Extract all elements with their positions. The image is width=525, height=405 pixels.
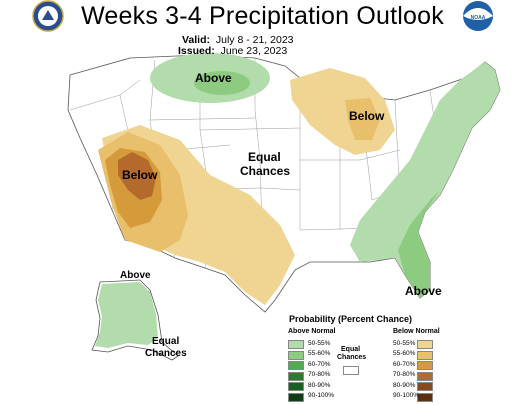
- valid-line: Valid: July 8 - 21, 2023: [182, 34, 294, 46]
- label-southeast: Above: [405, 284, 442, 298]
- issued-label: Issued:: [178, 45, 215, 57]
- issued-date: June 23, 2023: [220, 45, 288, 57]
- doc-seal-icon: [32, 0, 64, 32]
- legend-below-range-1: 55-60%: [393, 350, 416, 357]
- label-alaska-equal-1: Equal: [152, 336, 180, 347]
- region-north-plains-above-inner: [194, 71, 250, 95]
- legend-above-range-2: 60-70%: [308, 360, 331, 368]
- legend-below-swatch-4: [417, 382, 433, 391]
- label-great-lakes: Below: [349, 109, 385, 123]
- legend-above-swatch-4: [288, 382, 304, 391]
- legend-below-swatch-5: [417, 392, 433, 402]
- region-great-lakes-below-inner: [345, 98, 380, 140]
- legend-below-range-4: 80-90%: [393, 381, 416, 389]
- label-central-2: Chances: [240, 164, 291, 178]
- legend-above-swatch-3: [288, 371, 304, 381]
- region-southwest-below-core: [118, 152, 156, 200]
- legend-above-swatch-0: [288, 340, 304, 349]
- legend-below-swatch-3: [417, 371, 433, 381]
- legend-below-range-5: 90-100%: [393, 392, 420, 399]
- legend-above-range-3: 70-80%: [308, 371, 331, 378]
- label-alaska-equal-2: Chances: [145, 348, 187, 359]
- legend-equal-label-1: Equal: [341, 346, 361, 353]
- legend-equal-swatch: [343, 366, 359, 375]
- legend-above-range-5: 90-100%: [308, 392, 335, 399]
- label-north-plains: Above: [195, 71, 232, 85]
- legend-below-range-3: 70-80%: [393, 371, 416, 378]
- valid-dates: July 8 - 21, 2023: [215, 34, 294, 46]
- legend-above-header: Above Normal: [288, 328, 336, 335]
- legend-below-header: Below Normal: [393, 328, 440, 335]
- legend-above-swatch-1: [288, 350, 304, 360]
- label-central-1: Equal: [248, 150, 281, 164]
- legend-below-range-0: 50-55%: [393, 339, 416, 347]
- legend-below-range-2: 60-70%: [393, 360, 416, 368]
- svg-text:NOAA: NOAA: [471, 15, 486, 21]
- page-title: Weeks 3-4 Precipitation Outlook: [81, 2, 444, 30]
- legend-equal-label-2: Chances: [337, 354, 367, 361]
- label-alaska-above: Above: [120, 270, 151, 281]
- legend-below-swatch-0: [417, 340, 433, 349]
- region-alaska-above: [95, 282, 158, 348]
- legend-above-range-0: 50-55%: [308, 339, 331, 347]
- legend-below-swatch-2: [417, 361, 433, 370]
- region-southeast-above-inner: [398, 190, 440, 298]
- legend-below-swatch-1: [417, 350, 433, 360]
- legend-above-range-4: 80-90%: [308, 381, 331, 389]
- label-southwest: Below: [122, 168, 158, 182]
- region-east-above: [350, 62, 500, 298]
- noaa-logo-icon: NOAA: [463, 1, 493, 31]
- legend-title: Probability (Percent Chance): [289, 314, 413, 324]
- issued-line: Issued: June 23, 2023: [178, 45, 287, 57]
- legend-above-swatch-2: [288, 361, 304, 370]
- legend-above-range-1: 55-60%: [308, 350, 331, 357]
- valid-label: Valid:: [182, 34, 211, 46]
- legend-above-swatch-5: [288, 392, 304, 402]
